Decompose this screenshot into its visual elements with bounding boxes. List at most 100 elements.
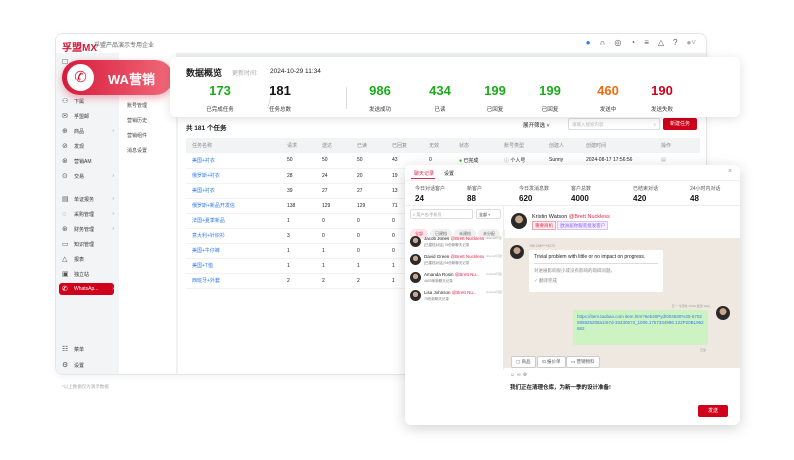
cell-value: 2 — [287, 277, 290, 284]
table-cell[interactable]: 美国+衬衣 — [186, 153, 281, 169]
sidebar-bottom-item[interactable]: ☷ 菜单 — [62, 345, 114, 353]
stat: 460 发送中 — [578, 83, 638, 116]
sidebar-item-trade[interactable]: ⊙ 交易 › — [62, 170, 114, 182]
contact-list-item[interactable]: Jacob Jones @Brett Nuckless Everyd可建 [已建档对… — [409, 233, 504, 252]
emoji-icon[interactable]: ☺ — [510, 372, 518, 378]
table-cell[interactable]: 意大利+针织衫 — [186, 228, 281, 244]
cell-value: 1 — [322, 262, 325, 269]
sidebar-item-users[interactable]: ⚇ 下属 — [62, 95, 114, 107]
sidebar-item-mail[interactable]: ✉ 孚盟邮 — [62, 110, 114, 122]
attach-icon[interactable]: ⊗ — [522, 372, 529, 378]
submenu-item[interactable]: 消息设置 — [127, 148, 148, 154]
table-row[interactable]: 美国+衬衣 50 50 50 43 0 ● 已完成 ⓘ 个人号 Sunny 2024-08-17 … — [186, 153, 700, 169]
sidebar-bottom-item[interactable]: ⚙ 设置 — [62, 361, 114, 369]
contact-name: Amanda Rosin — [424, 272, 454, 277]
product-button[interactable]: ▢ 商品 — [511, 356, 536, 368]
table-cell[interactable]: 美国+T恤 — [186, 258, 281, 274]
chat-stat-value: 48 — [690, 194, 699, 203]
list-icon[interactable]: ≡ — [644, 38, 649, 47]
table-cell[interactable]: 美国+衬衣 — [186, 183, 281, 199]
tab-chat-history[interactable]: 聊天记录 — [414, 171, 435, 177]
search-icon: ⌕ — [653, 122, 656, 127]
contact-avatar — [410, 236, 421, 247]
contact-filter-select[interactable]: 全部 ˅ — [476, 209, 501, 219]
sidebar-item-label: 单证报务 — [74, 196, 95, 203]
table-cell[interactable]: 西班牙+外套 — [186, 273, 281, 289]
headset-icon[interactable]: ∩ — [599, 38, 606, 47]
table-cell[interactable]: 俄罗斯+新品开发信 — [186, 198, 281, 214]
marketing-material-button[interactable]: ▭ 营销物料 — [566, 356, 600, 368]
table-cell: 3 — [281, 228, 316, 244]
cell-value: 1 — [287, 247, 290, 254]
filter-chip[interactable]: 未建档 — [454, 229, 476, 239]
link-icon[interactable]: ∞ — [517, 372, 523, 378]
sidebar-item-money[interactable]: ⊛ 财务管理 › — [62, 223, 114, 235]
message-input[interactable]: 我们正在清理仓库，为新一季的设计准备! — [510, 385, 611, 391]
new-task-button[interactable]: 新建任务 — [663, 118, 697, 130]
sidebar-item-compass[interactable]: ⊘ 发现 — [62, 140, 114, 152]
stat: 434 已读 — [410, 83, 470, 116]
cell-value: 美国+牛仔裤 — [192, 248, 220, 254]
filter-chip[interactable]: 已建档 — [430, 229, 452, 239]
contact-list-item[interactable]: Lisa Johnson @Brett Nu... Anybud可建 75份新聊天记… — [409, 287, 504, 306]
chevron-right-icon: › — [112, 211, 114, 217]
submenu-item[interactable]: 营销历史 — [127, 118, 148, 124]
contact-list-item[interactable]: David Green @Brett Nuckless Everyd可建 [已建档对… — [409, 251, 504, 270]
chat-stat: 客户总数 4000 — [571, 185, 591, 203]
chat-stat-label: 客户总数 — [571, 186, 592, 192]
table-cell[interactable]: 俄罗斯+衬衣 — [186, 168, 281, 184]
contact-name: Lisa Johnson — [424, 290, 451, 295]
cell-value: 美国+衬衣 — [192, 188, 215, 194]
data-overview-card: 数据概览 更新时间: 2024-10-29 11:34 173 已完成任务 181 任… — [170, 57, 740, 117]
incoming-message: Trivial problem with little or no impact… — [529, 250, 663, 292]
cell-value: 法国+夏季新品 — [192, 218, 225, 224]
chevron-right-icon: › — [112, 286, 114, 292]
close-icon[interactable]: × — [727, 168, 732, 175]
filter-chip[interactable]: 未分配 — [478, 229, 500, 239]
submenu-item[interactable]: 账号管理 — [127, 103, 148, 109]
filter-chip[interactable]: 全部 — [410, 229, 428, 239]
submenu-item[interactable]: 营销组件 — [127, 133, 148, 139]
sidebar-item-cart[interactable]: ◌ 采购管理 › — [62, 208, 114, 220]
edit-icon[interactable]: ▤ — [661, 157, 666, 164]
table-cell[interactable]: 法国+夏季新品 — [186, 213, 281, 229]
quote-button[interactable]: ⊡ 报价单 — [537, 356, 566, 368]
sidebar-item-target[interactable]: ⊛ 营销AM — [62, 155, 114, 167]
stat-label: 已读 — [434, 107, 446, 113]
outgoing-message-link[interactable]: https://item.taobao.com item.htm?6eb40Py… — [573, 310, 708, 345]
chat-icon[interactable]: ● — [585, 38, 591, 47]
bell-icon[interactable]: △ — [657, 38, 665, 47]
chat-header-name: Kristin Watson @Brett Nuckless — [532, 214, 610, 220]
sidebar-item-doc[interactable]: ▤ 单证报务 › — [62, 193, 114, 205]
sidebar-item-chart[interactable]: △ 报表 — [62, 253, 114, 265]
sidebar-item-bag[interactable]: ⊕ 商品 › — [62, 125, 114, 137]
table-cell[interactable]: 美国+牛仔裤 — [186, 243, 281, 259]
filter-toggle[interactable]: 展开筛选 ˅ — [523, 123, 550, 129]
help-icon[interactable]: ? — [673, 38, 678, 47]
column-header: 请求 — [281, 138, 316, 153]
table-cell: 0 — [351, 213, 386, 229]
contact-name-line: Amanda Rosin @Brett Nu... — [424, 272, 480, 277]
sidebar-item-book[interactable]: ▭ 知识管理 — [62, 238, 114, 250]
stat-value: 460 — [597, 83, 619, 98]
search-input[interactable]: 请输入搜索内容 ⌕ — [568, 118, 660, 130]
gear-icon: ⚙ — [62, 362, 69, 369]
cell-value: 50 — [357, 157, 363, 164]
sidebar-item-label: 采购管理 — [74, 211, 95, 218]
chat-stat: 已结束对话 420 — [633, 185, 658, 203]
send-button[interactable]: 发送 — [698, 405, 728, 417]
contact-list-item[interactable]: Amanda Rosin @Brett Nu... Anybud可建 4603条新聊… — [409, 269, 504, 288]
collapse-icon[interactable]: ☐ — [62, 59, 69, 66]
whatsapp-icon[interactable]: ◔ — [630, 38, 636, 47]
sidebar-item-whatsapp[interactable]: ✆ WhatsAp... › — [59, 283, 114, 295]
stat-label: 任务总数 — [268, 107, 291, 113]
tab-settings[interactable]: 设置 — [444, 171, 455, 177]
clock-icon[interactable]: ◎ — [614, 38, 622, 47]
whatsapp-icon: ✆ — [62, 286, 68, 293]
sidebar-item-site[interactable]: ▣ 独立站 — [62, 268, 114, 280]
avatar-icon[interactable]: ●˅ — [686, 38, 696, 47]
contact-search-input[interactable]: ⌕ 用户名/手机号 — [410, 209, 473, 219]
stat-label: 发送中 — [599, 107, 617, 113]
chat-stat-label: 今日对话客户 — [415, 186, 446, 192]
contact-name: David Green — [424, 254, 450, 259]
